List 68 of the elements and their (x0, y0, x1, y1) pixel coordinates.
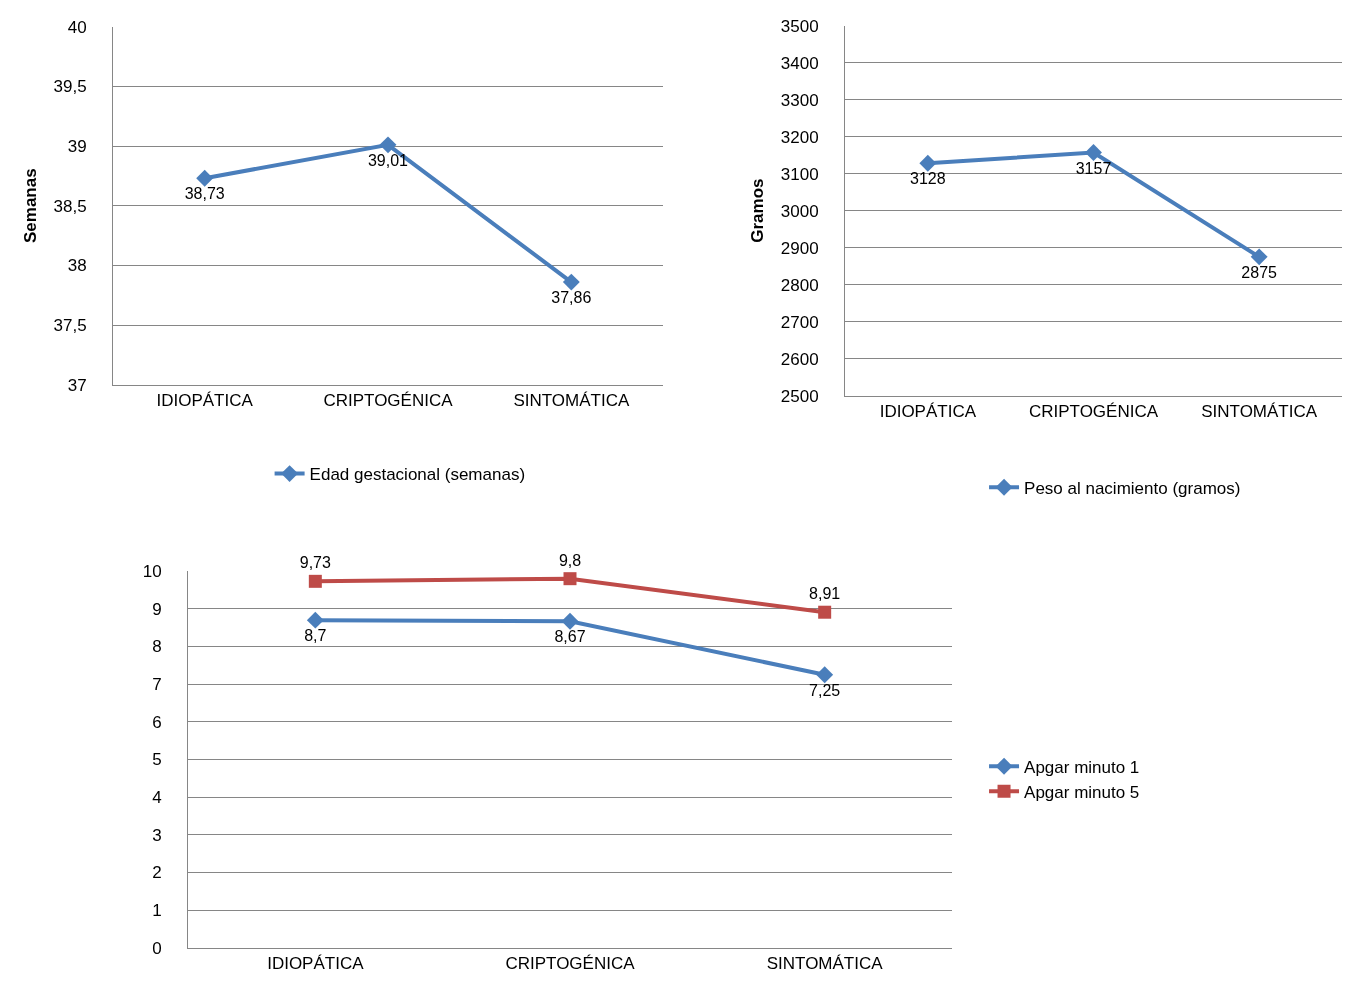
data-label: 8,91 (809, 585, 841, 603)
point (818, 605, 832, 619)
y-axis-title: Semanas (21, 168, 41, 244)
data-label: 38,73 (184, 185, 225, 203)
y-tick-label: 2700 (780, 312, 819, 332)
y-tick-label: 3500 (780, 16, 819, 36)
x-tick-label: IDIOPÁTICA (267, 954, 365, 974)
y-tick-label: 3300 (780, 90, 819, 110)
data-label: 3128 (910, 170, 946, 188)
x-tick-label: SINTOMÁTICA (513, 391, 630, 411)
y-tick-label: 3 (152, 825, 162, 845)
y-tick-label: 3100 (780, 164, 819, 184)
point (563, 572, 577, 586)
point (561, 612, 579, 630)
data-label: 3157 (1075, 159, 1112, 177)
x-tick-label: CRIPTOGÉNICA (1028, 401, 1159, 421)
x-tick-label: SINTOMÁTICA (1201, 401, 1318, 421)
y-tick-label: 39,5 (53, 77, 87, 97)
data-label: 9,73 (299, 554, 331, 572)
point (1250, 248, 1268, 266)
y-tick-label: 3200 (780, 127, 819, 147)
x-tick-label: CRIPTOGÉNICA (323, 391, 454, 411)
point (379, 136, 397, 154)
y-tick-label: 2500 (780, 386, 819, 406)
y-axis-title: Gramos (748, 178, 768, 243)
y-tick-label: 3000 (780, 201, 819, 221)
data-label: 7,25 (809, 681, 841, 699)
y-tick-label: 5 (152, 750, 162, 770)
x-tick-label: CRIPTOGÉNICA (505, 954, 636, 974)
y-tick-label: 38 (67, 256, 87, 276)
data-label: 8,67 (554, 628, 586, 646)
y-tick-label: 1 (152, 901, 162, 921)
point (196, 169, 214, 187)
y-tick-label: 0 (152, 938, 162, 958)
x-tick-label: IDIOPÁTICA (156, 391, 254, 411)
legend-label: Peso al nacimiento (gramos) (1024, 478, 1241, 498)
y-tick-label: 39 (67, 136, 87, 156)
y-tick-label: 9 (152, 599, 162, 619)
y-tick-label: 38,5 (53, 196, 87, 216)
legend-label: Edad gestacional (semanas) (309, 465, 526, 485)
point (308, 574, 322, 588)
legend-label: Apgar minuto 1 (1024, 757, 1140, 777)
point (919, 154, 937, 172)
y-tick-label: 8 (152, 637, 162, 657)
y-tick-label: 7 (152, 675, 162, 695)
y-tick-label: 37 (67, 375, 87, 395)
y-tick-label: 2600 (780, 349, 819, 369)
data-label: 2875 (1241, 263, 1278, 281)
data-label: 37,86 (551, 289, 592, 307)
y-tick-label: 6 (152, 712, 162, 732)
y-tick-label: 40 (67, 17, 87, 37)
y-tick-label: 2900 (780, 238, 819, 258)
y-tick-label: 2 (152, 863, 162, 883)
y-tick-label: 2800 (780, 275, 819, 295)
y-tick-label: 3400 (780, 53, 819, 73)
point (816, 666, 834, 684)
y-tick-label: 10 (142, 562, 162, 582)
legend-label: Apgar minuto 5 (1024, 782, 1140, 802)
y-tick-label: 4 (152, 788, 162, 808)
x-tick-label: IDIOPÁTICA (879, 401, 977, 421)
data-label: 8,7 (304, 627, 327, 645)
data-label: 9,8 (558, 551, 582, 569)
x-tick-label: SINTOMÁTICA (766, 954, 884, 974)
point (1085, 144, 1102, 161)
point (306, 611, 324, 629)
y-tick-label: 37,5 (53, 316, 87, 336)
point (562, 273, 580, 291)
data-label: 39,01 (367, 151, 409, 169)
